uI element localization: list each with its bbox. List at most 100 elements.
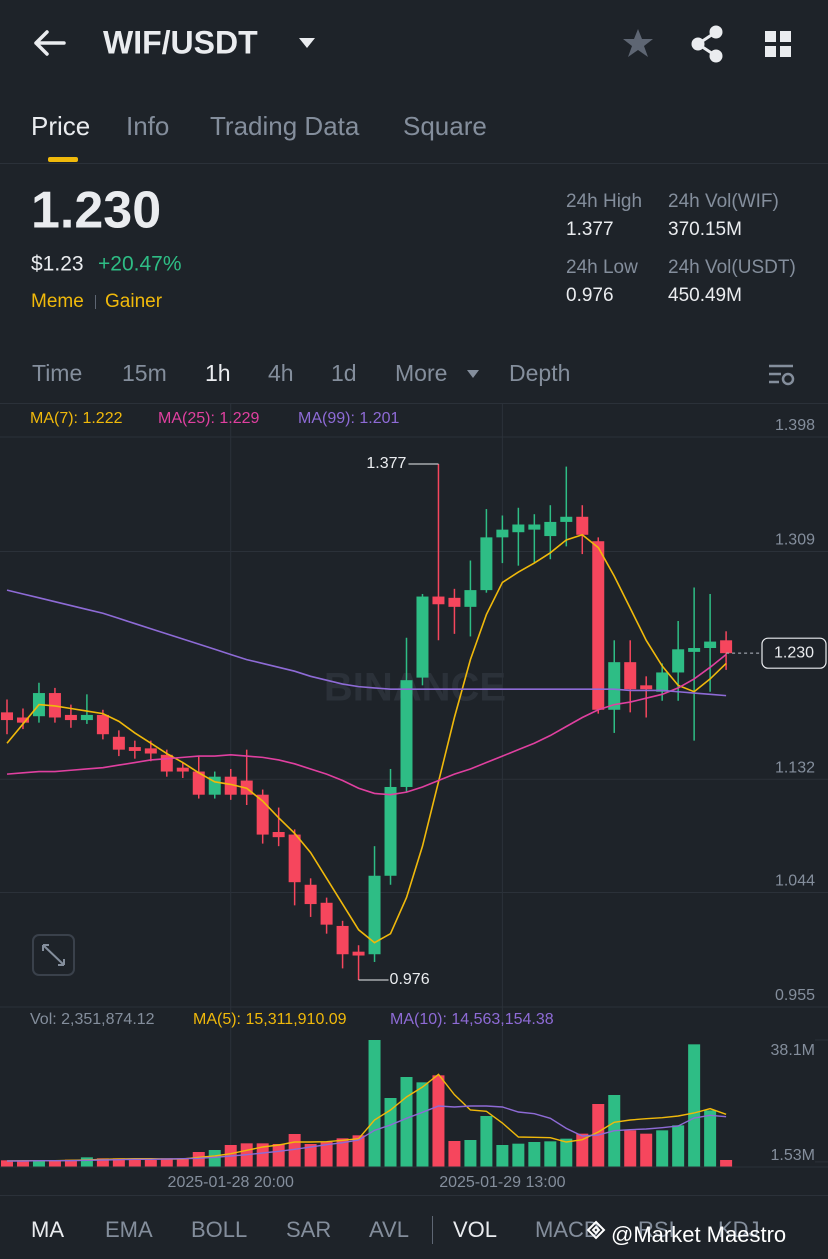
candle-body — [512, 524, 525, 533]
volume-bar — [32, 1160, 45, 1167]
volume-bar — [496, 1145, 509, 1167]
back-button[interactable] — [34, 30, 66, 56]
share-icon[interactable] — [691, 25, 723, 63]
candle-body — [704, 641, 717, 649]
candle-body — [320, 902, 333, 925]
candle-body — [608, 662, 621, 710]
indicator-tab[interactable]: SAR — [286, 1217, 331, 1242]
ma-line — [6, 653, 727, 796]
more-dropdown[interactable] — [467, 370, 479, 378]
stat-label: 24h Low — [566, 257, 638, 278]
candle-body — [592, 541, 605, 710]
volume-bar — [16, 1161, 29, 1167]
stat-value: 0.976 — [566, 285, 614, 306]
tab[interactable]: Price — [31, 111, 90, 141]
candle-body — [336, 925, 349, 955]
candle-body — [496, 529, 509, 538]
star-icon[interactable] — [623, 29, 653, 57]
volume-bar — [176, 1158, 189, 1167]
ma-line — [6, 533, 727, 944]
volume-bar — [416, 1082, 429, 1167]
volume-bar — [352, 1135, 365, 1167]
stat-value: 1.377 — [566, 219, 614, 240]
volume-bar — [368, 1040, 381, 1167]
tag[interactable]: Gainer — [105, 291, 163, 312]
last-price-box — [761, 637, 827, 669]
chart-settings-icon[interactable] — [769, 364, 795, 386]
interval[interactable]: More — [395, 360, 447, 386]
stat-value: 450.49M — [668, 285, 742, 306]
legend-entry: MA(5): 15,311,910.09 — [193, 1011, 347, 1028]
y-tick-label: 1.398 — [775, 417, 815, 434]
tab[interactable]: Info — [126, 111, 169, 141]
indicator-tab[interactable]: BOLL — [191, 1217, 247, 1242]
volume-bar — [64, 1159, 77, 1167]
watermark-text: @Market Maestro — [611, 1222, 786, 1247]
volume-ma-line — [7, 1105, 727, 1162]
candle-body — [192, 771, 205, 795]
candle-body — [352, 951, 365, 956]
divider — [0, 1195, 828, 1196]
legend-entry: MA(99): 1.201 — [298, 410, 399, 427]
chart-watermark: BINANCE — [324, 666, 506, 710]
low-marker: 0.976 — [390, 971, 430, 988]
divider — [0, 403, 828, 404]
candle-body — [64, 714, 77, 721]
y-tick-label: 1.044 — [775, 873, 815, 890]
candle-body — [1, 712, 13, 721]
candle-body — [400, 680, 413, 787]
indicator-tab[interactable]: MA — [31, 1217, 64, 1242]
tab[interactable]: Trading Data — [210, 111, 360, 141]
indicator-tab[interactable]: AVL — [369, 1217, 409, 1242]
candle-body — [208, 776, 221, 795]
indicator-tab[interactable]: EMA — [105, 1217, 153, 1242]
indicator-bar: MA EMA BOLL SAR AVL VOL MACD RSI KDJ — [31, 1216, 760, 1244]
tag[interactable]: Meme — [31, 291, 84, 312]
volume-bar — [96, 1158, 109, 1167]
pair-dropdown[interactable] — [299, 38, 315, 48]
candle-body — [144, 748, 157, 754]
candle-body — [368, 875, 381, 955]
candle-body — [16, 717, 29, 723]
interval[interactable]: 15m — [122, 360, 167, 386]
pair-title[interactable]: WIF/USDT — [103, 24, 258, 60]
legend-entry: MA(25): 1.229 — [158, 410, 259, 427]
interval[interactable]: 1h — [205, 360, 231, 386]
tag-separator — [95, 295, 96, 309]
expand-button[interactable] — [32, 934, 75, 976]
indicator-tab[interactable]: RSI — [638, 1217, 675, 1242]
y-tick-label: 1.309 — [775, 532, 815, 549]
volume-tick-label: 38.1M — [771, 1042, 815, 1059]
candle-body — [80, 714, 93, 721]
watermark: @Market Maestro — [586, 1220, 786, 1247]
legend-entry: MA(10): 14,563,154.38 — [390, 1011, 554, 1028]
interval[interactable]: Time — [32, 360, 82, 386]
volume-bar — [320, 1142, 333, 1167]
volume-bar — [144, 1160, 157, 1167]
usd-price: $1.23 — [31, 253, 84, 276]
interval[interactable]: 1d — [331, 360, 357, 386]
indicator-tab[interactable]: KDJ — [718, 1217, 760, 1242]
candle-body — [272, 832, 285, 838]
candle-body — [304, 884, 317, 905]
interval[interactable]: Depth — [509, 360, 570, 386]
volume-bar — [528, 1142, 541, 1167]
volume-bar — [208, 1150, 221, 1167]
volume-bar — [512, 1143, 525, 1167]
layout-icon[interactable] — [765, 31, 791, 57]
tab[interactable]: Square — [403, 111, 487, 141]
candle-body — [464, 590, 477, 607]
indicator-tab[interactable]: VOL — [453, 1217, 497, 1242]
volume-bar — [544, 1141, 557, 1167]
legend-entry: MA(7): 1.222 — [30, 410, 123, 427]
candle-body — [224, 776, 237, 795]
interval[interactable]: 4h — [268, 360, 294, 386]
volume-bar — [400, 1077, 413, 1167]
volume-bar — [432, 1075, 445, 1167]
volume-bar — [304, 1144, 317, 1167]
candle-body — [720, 640, 733, 654]
candle-body — [560, 516, 573, 522]
volume-bar — [720, 1160, 733, 1167]
volume-bar — [576, 1133, 589, 1167]
divider — [0, 163, 828, 164]
